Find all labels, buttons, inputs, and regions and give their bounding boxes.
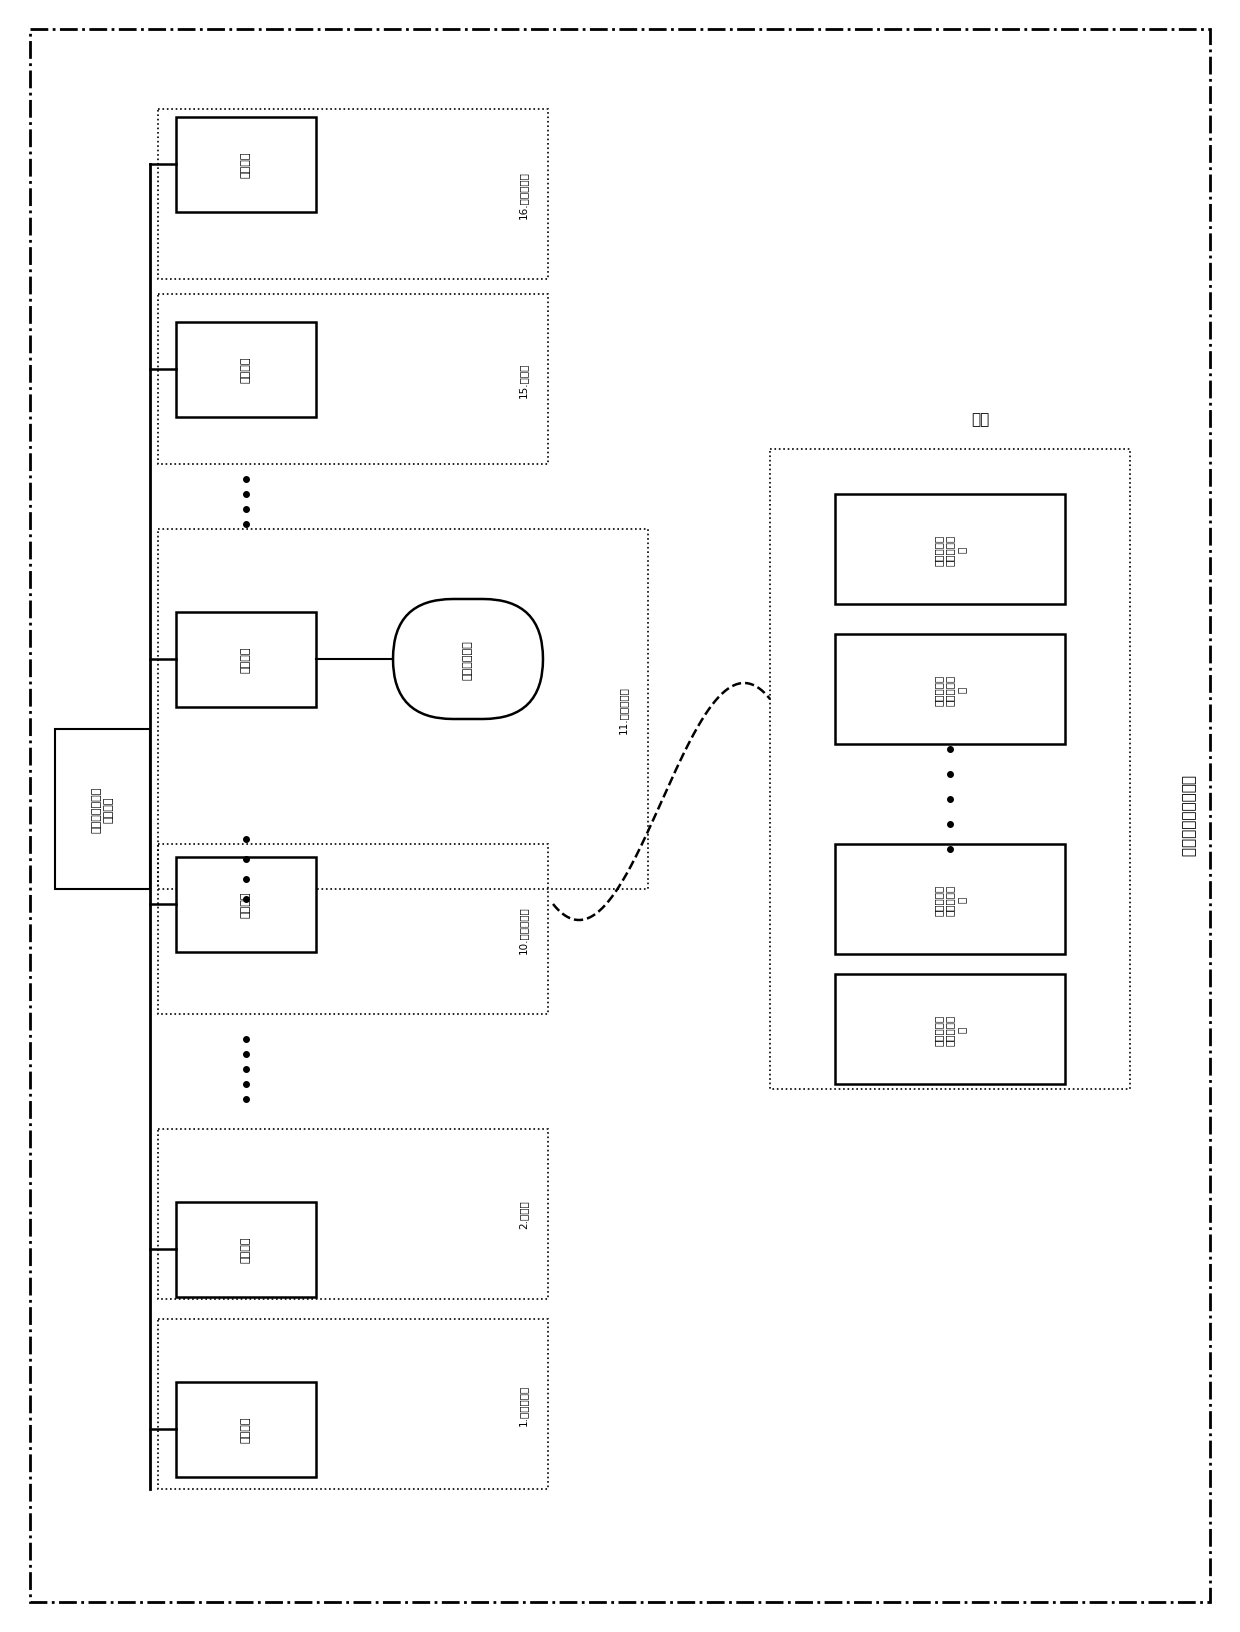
Bar xyxy=(835,974,1065,1084)
Text: 列车: 列车 xyxy=(971,413,990,428)
Bar xyxy=(55,730,150,889)
Bar xyxy=(176,857,316,951)
Bar xyxy=(176,118,316,212)
Bar xyxy=(176,612,316,707)
Bar xyxy=(835,494,1065,604)
Text: 透明显示装置: 透明显示装置 xyxy=(463,640,472,679)
Text: 子控制端: 子控制端 xyxy=(241,1235,250,1263)
Text: 2.市桥站: 2.市桥站 xyxy=(518,1200,528,1229)
Bar xyxy=(176,1382,316,1477)
Text: 广州地铁三号线
总控制端: 广州地铁三号线 总控制端 xyxy=(92,787,113,832)
Bar xyxy=(176,1201,316,1297)
Text: 柔性薄膜压
力传感器模
块: 柔性薄膜压 力传感器模 块 xyxy=(934,534,967,565)
Bar xyxy=(157,1319,548,1488)
Text: 子控制端: 子控制端 xyxy=(241,646,250,672)
Bar xyxy=(157,844,548,1015)
Bar xyxy=(157,109,548,279)
Text: 子控制端: 子控制端 xyxy=(241,356,250,384)
FancyBboxPatch shape xyxy=(393,599,543,720)
Text: 15.五山站: 15.五山站 xyxy=(518,362,528,398)
Text: 10.珠江新城站: 10.珠江新城站 xyxy=(518,906,528,953)
Text: 子控制端: 子控制端 xyxy=(241,891,250,917)
Text: 柔性薄膜压
力传感器模
块: 柔性薄膜压 力传感器模 块 xyxy=(934,885,967,916)
Text: 柔性薄膜压
力传感器模
块: 柔性薄膜压 力传感器模 块 xyxy=(934,1013,967,1044)
Bar xyxy=(157,1129,548,1299)
Text: 11.体育西路站: 11.体育西路站 xyxy=(618,685,627,733)
Bar xyxy=(157,295,548,465)
Bar xyxy=(157,530,649,889)
Bar xyxy=(176,322,316,418)
Text: 列车人流量管理系统: 列车人流量管理系统 xyxy=(1180,775,1195,857)
Bar xyxy=(835,844,1065,955)
Text: 16.天河客运站: 16.天河客运站 xyxy=(518,171,528,219)
Text: 1.番禺广场站: 1.番禺广场站 xyxy=(518,1384,528,1425)
Text: 子控制端: 子控制端 xyxy=(241,152,250,178)
Text: 子控制端: 子控制端 xyxy=(241,1417,250,1443)
Bar xyxy=(770,450,1130,1089)
Text: 柔性薄膜压
力传感器模
块: 柔性薄膜压 力传感器模 块 xyxy=(934,674,967,705)
Bar xyxy=(835,635,1065,744)
